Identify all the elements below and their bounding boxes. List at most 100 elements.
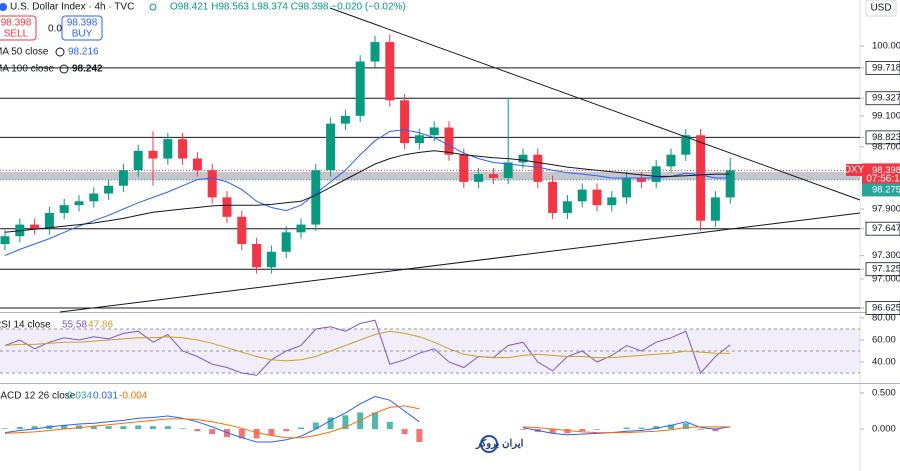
buy-price[interactable]: 98.398 xyxy=(67,18,98,29)
symbol-tag-text: DXY xyxy=(844,165,865,176)
legend-name: MA 100 close xyxy=(0,64,54,75)
sell-price[interactable]: 98.398 xyxy=(1,18,32,29)
candle-body xyxy=(266,251,276,268)
histogram-bar xyxy=(401,429,408,435)
spread: 0.000 xyxy=(48,24,73,35)
y-tick-label: 100.000 xyxy=(872,40,900,51)
price-pane xyxy=(0,34,860,309)
candle-body xyxy=(0,236,10,244)
indicator-value: 55.58 xyxy=(62,320,87,331)
zone-tag xyxy=(862,183,900,197)
rsi-line xyxy=(4,319,731,376)
candle-body xyxy=(503,162,513,178)
currency-box[interactable] xyxy=(865,0,897,17)
buy-button[interactable] xyxy=(61,15,103,41)
indicator-value: 47.86 xyxy=(88,320,113,331)
symbol-tag xyxy=(846,164,862,176)
candle-body xyxy=(474,174,484,182)
histogram-bar xyxy=(209,429,216,435)
symbol-icon xyxy=(0,3,7,11)
histogram-bar xyxy=(342,415,349,430)
y-tick-box xyxy=(865,262,900,277)
candle-body xyxy=(118,170,128,186)
y-tick-label: 40.00 xyxy=(872,357,896,368)
y-tick-label: 98.823 xyxy=(872,132,900,143)
histogram-bar xyxy=(31,426,38,430)
candle-body xyxy=(207,170,217,198)
candle-body xyxy=(696,135,706,221)
histogram-bar xyxy=(712,429,719,432)
candle-body xyxy=(429,127,439,136)
y-tick-label: 99.327 xyxy=(872,93,900,104)
candle-body xyxy=(222,197,232,217)
legend-icon xyxy=(55,47,65,57)
candle-body xyxy=(725,170,735,198)
candle-body xyxy=(311,170,321,225)
y-tick-label: 97.300 xyxy=(872,250,900,261)
candle-body xyxy=(296,224,306,233)
y-tick-label: 0.000 xyxy=(872,424,896,435)
candle-body xyxy=(340,115,350,124)
histogram-bar xyxy=(253,429,260,439)
candle-body xyxy=(59,205,69,213)
histogram-bar xyxy=(327,417,334,430)
y-tick-label: 97.647 xyxy=(872,223,900,234)
histogram-bar xyxy=(372,412,378,430)
y-tick-box xyxy=(865,301,900,315)
legend-name: MA 50 close xyxy=(0,47,49,58)
y-tick-label: 97.900 xyxy=(872,204,900,215)
histogram-bar xyxy=(386,421,393,430)
candle-body xyxy=(163,139,173,159)
zone xyxy=(0,171,860,180)
y-tick-box xyxy=(865,60,900,75)
candle-body xyxy=(237,216,247,244)
indicator-value: 0.031 xyxy=(93,391,118,402)
candle-body xyxy=(548,181,558,213)
candle-body xyxy=(385,42,395,101)
candle-body xyxy=(400,100,410,144)
candle-body xyxy=(651,166,661,182)
histogram-bar xyxy=(194,429,201,432)
candle-body xyxy=(192,158,202,171)
y-tick-box xyxy=(865,91,900,106)
y-tick-label: 80.00 xyxy=(872,313,896,324)
y-tick-label: 99.100 xyxy=(872,110,900,121)
candle-body xyxy=(577,189,587,202)
candle-body xyxy=(104,185,114,194)
candle-body xyxy=(488,174,498,178)
buy-label[interactable]: BUY xyxy=(72,29,93,40)
candle-body xyxy=(178,139,188,159)
y-tick-box xyxy=(865,221,900,236)
candle-body xyxy=(326,123,336,171)
y-tick-label: 97.000 xyxy=(872,273,900,284)
histogram-bar xyxy=(697,429,704,430)
candle-body xyxy=(518,154,528,163)
sell-label[interactable]: SELL xyxy=(4,29,29,40)
symbol-title: U.S. Dollar Index · 4h · TVC xyxy=(10,2,134,13)
histogram-bar xyxy=(16,426,23,430)
histogram-bar xyxy=(298,427,304,430)
candle-body xyxy=(666,154,676,167)
moving-average xyxy=(4,150,731,233)
y-tick-label: 60.00 xyxy=(872,335,896,346)
legend-icon xyxy=(59,64,69,74)
y-tick-label: 98.700 xyxy=(872,141,900,152)
indicator-name: MACD 12 26 close xyxy=(0,391,76,402)
histogram-bar xyxy=(164,426,171,430)
candle-body xyxy=(133,150,143,171)
histogram-bar xyxy=(520,429,526,430)
currency[interactable]: USD xyxy=(870,3,891,14)
candle-body xyxy=(252,243,262,268)
histogram-bar xyxy=(623,427,630,430)
logo: ایران بروکر xyxy=(475,435,524,453)
logo-icon xyxy=(480,435,498,453)
trendline xyxy=(329,7,861,201)
logo-text: ایران بروکر xyxy=(475,439,524,450)
trendline xyxy=(59,212,861,313)
histogram-bar xyxy=(638,427,645,430)
sell-button[interactable] xyxy=(0,15,37,41)
countdown: 07:56:1 xyxy=(866,174,900,185)
histogram-bar xyxy=(549,429,556,434)
